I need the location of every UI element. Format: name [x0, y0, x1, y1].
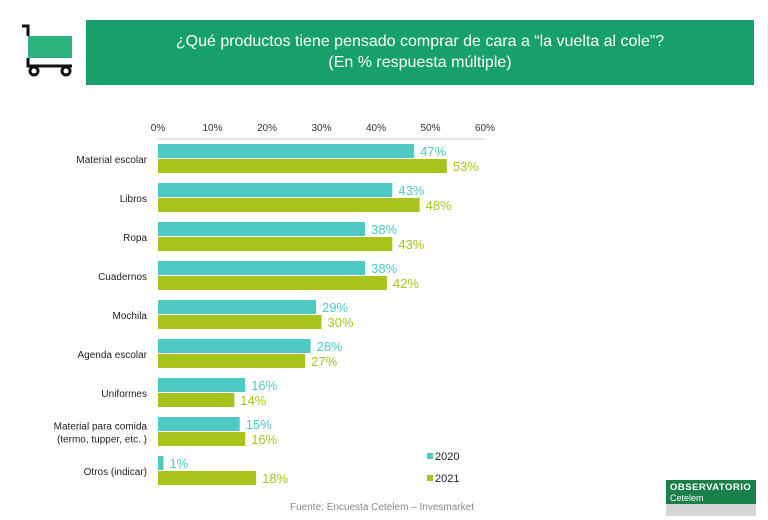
bar-2020 — [158, 378, 246, 392]
data-label: 29% — [322, 300, 348, 315]
bar-2020 — [158, 417, 240, 431]
data-label: 27% — [311, 354, 337, 369]
bar-2021 — [158, 276, 387, 290]
bar-2021 — [158, 432, 246, 446]
bar-2020 — [158, 183, 393, 197]
data-label: 48% — [426, 198, 452, 213]
shopping-cart-icon — [22, 24, 72, 77]
data-label: 47% — [420, 144, 446, 159]
bar-2020 — [158, 222, 366, 236]
category-label: Uniformes — [101, 389, 147, 400]
data-label: 16% — [251, 432, 277, 447]
category-label: Material escolar — [76, 155, 147, 166]
bar-2021 — [158, 198, 420, 212]
bar-2020 — [158, 261, 366, 275]
data-label: 16% — [251, 378, 277, 393]
data-label: 42% — [393, 276, 419, 291]
chart-subtitle: (En % respuesta múltiple) — [328, 54, 512, 71]
source-note: Fuente: Encuesta Cetelem – Invesmarket — [290, 502, 474, 513]
bar-2020 — [158, 144, 415, 158]
bar-2020 — [158, 300, 317, 314]
x-tick-label: 10% — [202, 123, 222, 134]
data-label: 30% — [328, 315, 354, 330]
category-label: Agenda escolar — [78, 350, 148, 361]
data-label: 43% — [398, 237, 424, 252]
title-banner: ¿Qué productos tiene pensado comprar de … — [86, 20, 754, 85]
category-label: Otros (indicar) — [84, 467, 147, 478]
x-tick-label: 30% — [311, 123, 331, 134]
x-tick-label: 40% — [366, 123, 386, 134]
x-tick-label: 20% — [257, 123, 277, 134]
data-label: 38% — [371, 261, 397, 276]
data-label: 14% — [240, 393, 266, 408]
legend-swatch — [427, 475, 433, 481]
data-label: 28% — [317, 339, 343, 354]
data-label: 53% — [453, 159, 479, 174]
category-label: (termo, tupper, etc. ) — [57, 435, 147, 446]
bar-2021 — [158, 354, 306, 368]
x-tick-label: 60% — [475, 123, 495, 134]
data-label: 15% — [246, 417, 272, 432]
legend-label: 2020 — [435, 451, 459, 463]
chart-title: ¿Qué productos tiene pensado comprar de … — [175, 33, 665, 50]
bar-2020 — [158, 339, 311, 353]
legend-label: 2021 — [435, 473, 459, 485]
bar-2021 — [158, 315, 322, 329]
category-label: Cuadernos — [98, 272, 147, 283]
category-label: Ropa — [123, 233, 147, 244]
x-tick-label: 0% — [151, 123, 166, 134]
data-label: 1% — [169, 456, 188, 471]
bar-2020 — [158, 456, 164, 470]
category-label: Libros — [120, 194, 147, 205]
bar-2021 — [158, 471, 257, 485]
observatorio-logo: OBSERVATORIO Cetelem — [666, 480, 756, 516]
data-label: 18% — [262, 471, 288, 486]
legend-swatch — [427, 453, 433, 459]
bar-2021 — [158, 237, 393, 251]
bar-2021 — [158, 393, 235, 407]
category-label: Mochila — [113, 311, 148, 322]
bar-2021 — [158, 159, 447, 173]
data-label: 43% — [398, 183, 424, 198]
x-tick-label: 50% — [420, 123, 440, 134]
data-label: 38% — [371, 222, 397, 237]
category-label: Material para comida — [54, 422, 148, 433]
